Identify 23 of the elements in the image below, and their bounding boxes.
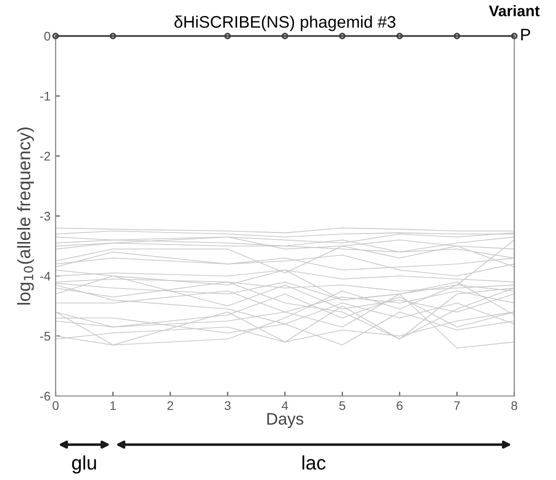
y-axis-title: log$_{10}$(allele frequency) bbox=[17, 128, 34, 305]
series-label: P bbox=[521, 28, 530, 40]
x-tick-label: 5 bbox=[339, 401, 346, 410]
x-tick-label: 7 bbox=[454, 401, 460, 410]
y-tick-label: -6 bbox=[40, 392, 50, 401]
chart-title: δHiSCRIBE(NS) phagemid #3 bbox=[174, 16, 396, 32]
x-tick-label: 4 bbox=[282, 401, 288, 410]
x-tick-label: 6 bbox=[396, 401, 403, 410]
text: lac bbox=[302, 455, 326, 470]
x-tick-label: 1 bbox=[110, 401, 116, 410]
text: glu bbox=[72, 455, 96, 474]
y-tick-label: -2 bbox=[40, 152, 50, 161]
y-tick-label: -1 bbox=[40, 92, 50, 101]
legend-title: Variant bbox=[488, 5, 540, 16]
y-tick-label: 0 bbox=[44, 32, 50, 41]
y-tick-label: -3 bbox=[40, 212, 50, 221]
x-axis-title: Days bbox=[267, 413, 304, 428]
x-tick-label: 3 bbox=[224, 401, 231, 410]
y-tick-label: -5 bbox=[40, 332, 50, 341]
x-tick-label: 8 bbox=[511, 401, 518, 410]
x-tick-label: 2 bbox=[167, 401, 174, 410]
x-tick-label: 0 bbox=[52, 401, 59, 410]
y-tick-label: -4 bbox=[40, 272, 50, 281]
